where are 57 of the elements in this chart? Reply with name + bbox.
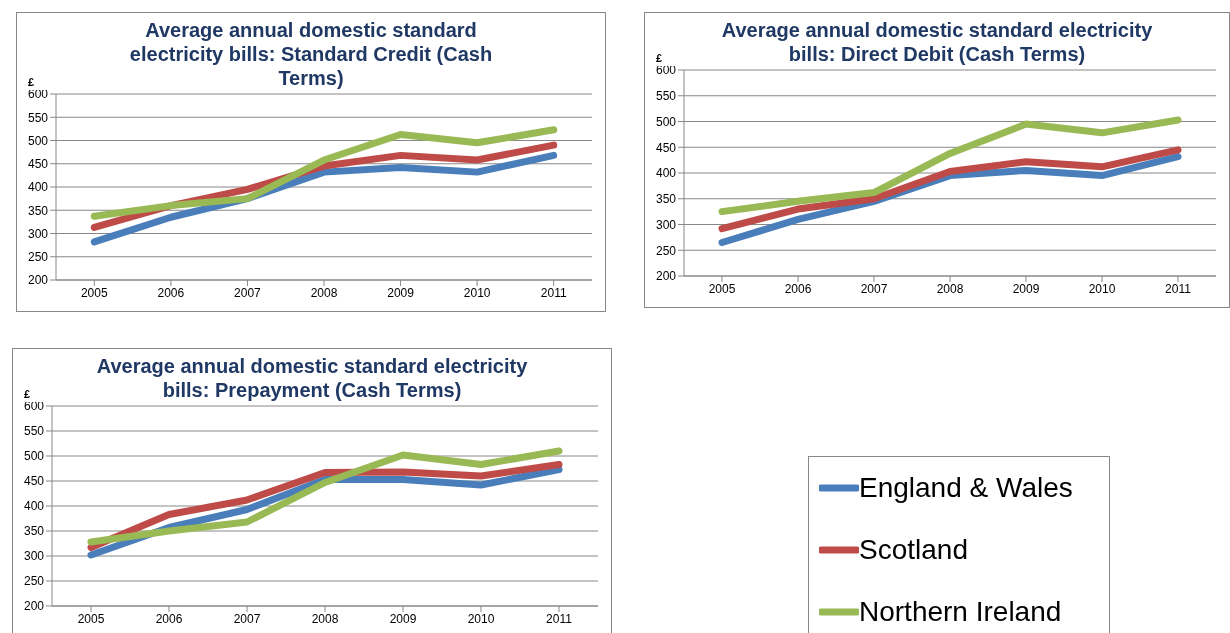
y-tick-label: 350 xyxy=(655,192,677,207)
y-tick-label: 300 xyxy=(27,226,49,241)
x-tick-label: 2011 xyxy=(1165,281,1192,296)
y-tick-label: 550 xyxy=(655,89,677,104)
x-tick-label: 2008 xyxy=(311,611,339,626)
y-tick-label: 200 xyxy=(27,273,49,288)
y-tick-label: 550 xyxy=(27,110,49,125)
x-tick-label: 2009 xyxy=(389,611,417,626)
y-tick-label: 600 xyxy=(655,63,677,78)
y-tick-label: 300 xyxy=(23,549,45,564)
x-tick-label: 2011 xyxy=(546,611,573,626)
x-tick-label: 2006 xyxy=(157,285,185,300)
x-tick-label: 2006 xyxy=(155,611,183,626)
x-tick-label: 2009 xyxy=(1012,281,1040,296)
chart-title: Average annual domestic standard electricity bills: Prepayment (Cash Terms) xyxy=(95,354,529,402)
y-tick-label: 300 xyxy=(655,217,677,232)
chart-title: Average annual domestic standard electricity bills: Standard Credit (Cash Terms) xyxy=(128,18,494,90)
y-tick-label: 600 xyxy=(23,399,45,414)
y-tick-label: 550 xyxy=(23,424,45,439)
x-tick-label: 2008 xyxy=(936,281,964,296)
y-tick-label: 250 xyxy=(23,574,45,589)
y-tick-label: 250 xyxy=(27,250,49,265)
legend-label: England & Wales xyxy=(859,472,1073,504)
y-tick-label: 400 xyxy=(23,499,45,514)
x-tick-label: 2005 xyxy=(80,285,108,300)
x-tick-label: 2010 xyxy=(1088,281,1116,296)
y-tick-label: 200 xyxy=(655,269,677,284)
y-axis-title: £ xyxy=(24,388,31,400)
x-tick-label: 2011 xyxy=(540,285,567,300)
y-tick-label: 400 xyxy=(655,166,677,181)
y-tick-label: 250 xyxy=(655,243,677,258)
x-tick-label: 2005 xyxy=(77,611,105,626)
x-tick-label: 2007 xyxy=(860,281,888,296)
y-tick-label: 350 xyxy=(23,524,45,539)
y-tick-label: 450 xyxy=(27,157,49,172)
legend-label: Northern Ireland xyxy=(859,596,1062,628)
x-tick-label: 2005 xyxy=(708,281,736,296)
y-axis-title: £ xyxy=(28,76,35,88)
y-tick-label: 450 xyxy=(655,140,677,155)
y-axis-title: £ xyxy=(656,52,663,64)
y-tick-label: 400 xyxy=(27,180,49,195)
x-tick-label: 2008 xyxy=(310,285,338,300)
y-tick-label: 500 xyxy=(27,133,49,148)
y-tick-label: 200 xyxy=(23,599,45,614)
y-tick-label: 600 xyxy=(27,87,49,102)
y-tick-label: 350 xyxy=(27,203,49,218)
y-tick-label: 450 xyxy=(23,474,45,489)
chart-title: Average annual domestic standard electricity bills: Direct Debit (Cash Terms) xyxy=(720,18,1154,66)
x-tick-label: 2010 xyxy=(467,611,495,626)
y-tick-label: 500 xyxy=(23,449,45,464)
y-tick-label: 500 xyxy=(655,114,677,129)
x-tick-label: 2007 xyxy=(234,285,262,300)
x-tick-label: 2009 xyxy=(387,285,415,300)
x-tick-label: 2007 xyxy=(233,611,261,626)
x-tick-label: 2010 xyxy=(463,285,491,300)
legend-label: Scotland xyxy=(859,534,968,566)
x-tick-label: 2006 xyxy=(784,281,812,296)
